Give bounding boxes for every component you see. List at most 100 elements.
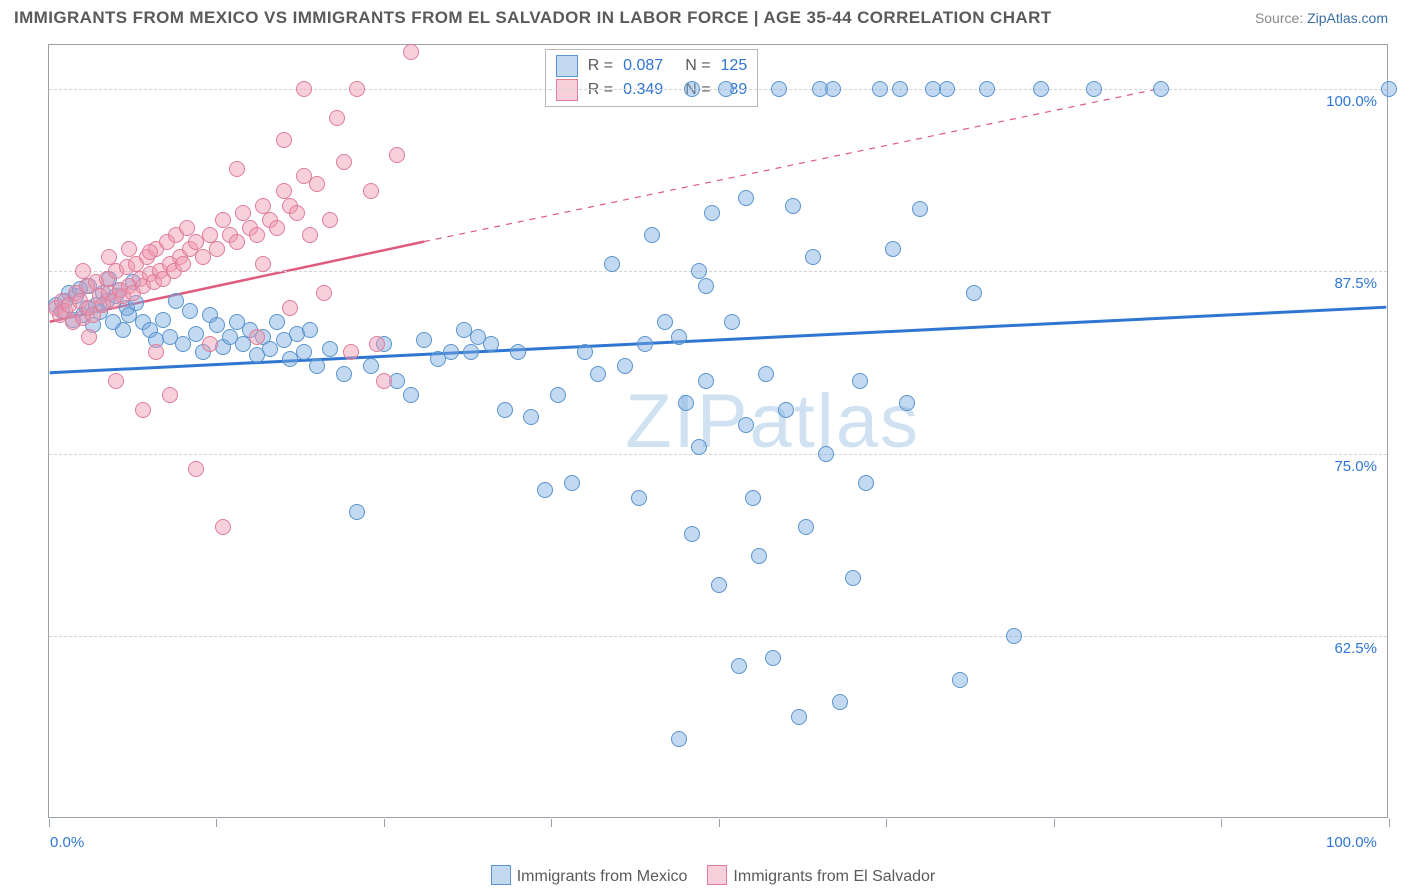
x-tick — [886, 819, 887, 827]
data-point — [175, 336, 191, 352]
data-point — [376, 373, 392, 389]
data-point — [235, 205, 251, 221]
data-point — [885, 241, 901, 257]
data-point — [731, 658, 747, 674]
data-point — [1086, 81, 1102, 97]
data-point — [738, 417, 754, 433]
gridline — [49, 636, 1387, 637]
data-point — [182, 303, 198, 319]
data-point — [349, 81, 365, 97]
data-point — [316, 285, 332, 301]
data-point — [758, 366, 774, 382]
data-point — [671, 329, 687, 345]
data-point — [577, 344, 593, 360]
data-point — [289, 205, 305, 221]
data-point — [349, 504, 365, 520]
data-point — [121, 241, 137, 257]
data-point — [309, 176, 325, 192]
x-tick — [1054, 819, 1055, 827]
data-point — [215, 212, 231, 228]
data-point — [691, 439, 707, 455]
data-point — [108, 373, 124, 389]
data-point — [463, 344, 479, 360]
data-point — [416, 332, 432, 348]
data-point — [249, 329, 265, 345]
data-point — [684, 526, 700, 542]
legend-stats-box: R =0.087N =125R =0.349N = 89 — [545, 49, 758, 107]
data-point — [510, 344, 526, 360]
data-point — [302, 322, 318, 338]
n-value: 125 — [721, 57, 748, 75]
data-point — [698, 373, 714, 389]
data-point — [363, 183, 379, 199]
data-point — [698, 278, 714, 294]
data-point — [845, 570, 861, 586]
data-point — [691, 263, 707, 279]
legend-swatch — [556, 79, 578, 101]
data-point — [296, 344, 312, 360]
data-point — [644, 227, 660, 243]
data-point — [631, 490, 647, 506]
data-point — [229, 234, 245, 250]
data-point — [791, 709, 807, 725]
data-point — [818, 446, 834, 462]
data-point — [255, 198, 271, 214]
data-point — [81, 329, 97, 345]
data-point — [939, 81, 955, 97]
legend-series-label: Immigrants from Mexico — [517, 868, 688, 885]
data-point — [255, 256, 271, 272]
data-point — [1033, 81, 1049, 97]
source-link[interactable]: ZipAtlas.com — [1307, 10, 1388, 26]
y-tick-label: 75.0% — [1334, 458, 1377, 475]
data-point — [336, 154, 352, 170]
n-label: N = — [685, 57, 710, 75]
data-point — [590, 366, 606, 382]
x-tick — [1389, 819, 1390, 827]
chart-svg-overlay — [49, 45, 1387, 817]
data-point — [497, 402, 513, 418]
x-tick — [216, 819, 217, 827]
data-point — [738, 190, 754, 206]
data-point — [101, 249, 117, 265]
data-point — [1153, 81, 1169, 97]
data-point — [912, 201, 928, 217]
x-tick — [384, 819, 385, 827]
data-point — [671, 731, 687, 747]
data-point — [872, 81, 888, 97]
data-point — [443, 344, 459, 360]
data-point — [403, 44, 419, 60]
data-point — [751, 548, 767, 564]
data-point — [852, 373, 868, 389]
data-point — [142, 244, 158, 260]
data-point — [812, 81, 828, 97]
legend-series-label: Immigrants from El Salvador — [733, 868, 935, 885]
data-point — [657, 314, 673, 330]
data-point — [892, 81, 908, 97]
data-point — [966, 285, 982, 301]
data-point — [276, 132, 292, 148]
data-point — [678, 395, 694, 411]
data-point — [369, 336, 385, 352]
data-point — [322, 212, 338, 228]
data-point — [785, 198, 801, 214]
data-point — [704, 205, 720, 221]
data-point — [209, 241, 225, 257]
data-point — [296, 81, 312, 97]
data-point — [249, 227, 265, 243]
data-point — [188, 461, 204, 477]
data-point — [148, 344, 164, 360]
data-point — [202, 227, 218, 243]
data-point — [302, 227, 318, 243]
data-point — [269, 314, 285, 330]
data-point — [403, 387, 419, 403]
legend-swatch — [707, 865, 727, 885]
x-tick-label-right: 100.0% — [1326, 834, 1377, 851]
x-tick — [49, 819, 50, 827]
y-tick-label: 62.5% — [1334, 640, 1377, 657]
data-point — [711, 577, 727, 593]
data-point — [805, 249, 821, 265]
data-point — [617, 358, 633, 374]
data-point — [322, 341, 338, 357]
source-prefix: Source: — [1255, 10, 1307, 26]
legend-swatch — [491, 865, 511, 885]
